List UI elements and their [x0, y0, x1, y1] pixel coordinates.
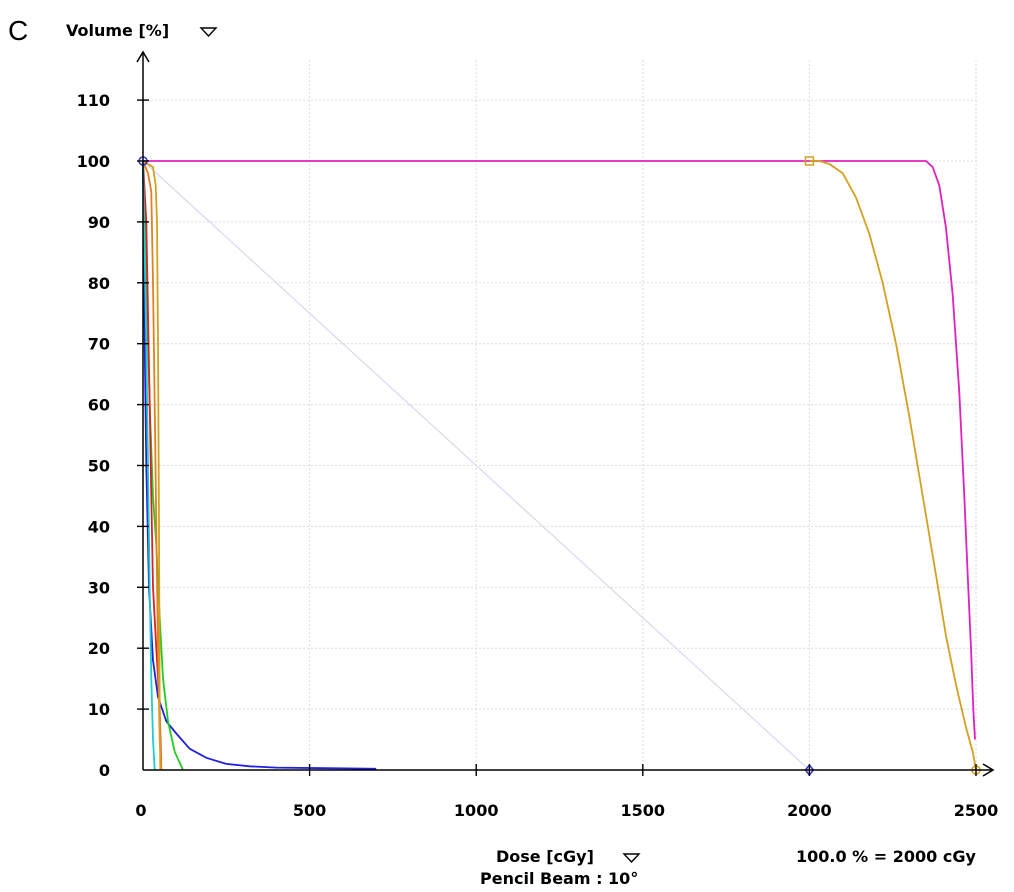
reference-line	[142, 160, 810, 771]
x-tick-label: 500	[293, 801, 326, 820]
x-tick-label: 2500	[954, 801, 999, 820]
y-tick-label: 100	[77, 152, 110, 171]
x-axis-title: Dose [cGy]	[496, 847, 594, 866]
x-tick-label: 1000	[454, 801, 499, 820]
y-tick-label: 50	[88, 457, 110, 476]
normalization-label: 100.0 % = 2000 cGy	[796, 847, 976, 866]
marker-square-2	[804, 156, 815, 166]
x-tick-label: 2000	[787, 801, 832, 820]
y-tick-label: 10	[88, 700, 110, 719]
chart-subtitle: Pencil Beam : 10°	[480, 869, 638, 888]
y-axis-title-group: Volume [%]	[66, 21, 218, 40]
series-line-1	[143, 160, 976, 740]
series-line-2	[809, 160, 977, 771]
y-tick-label: 90	[88, 213, 110, 232]
y-tick-label: 20	[88, 639, 110, 658]
y-tick-label: 70	[88, 335, 110, 354]
x-axis-arrow-icon	[982, 763, 995, 777]
reference-line-group	[142, 160, 810, 771]
axes	[136, 50, 995, 777]
x-tick-labels: 0 500 1000 1500 2000 2500	[135, 764, 998, 820]
grid-lines	[143, 58, 978, 770]
y-axis-title: Volume [%]	[66, 21, 169, 40]
y-tick-label: 80	[88, 274, 110, 293]
y-axis-dropdown-icon[interactable]	[199, 27, 218, 38]
panel-label: C	[8, 15, 28, 46]
series-line-8	[142, 160, 162, 771]
x-tick-label: 1500	[621, 801, 666, 820]
y-tick-label: 0	[99, 761, 110, 780]
x-tick-label: 0	[135, 801, 146, 820]
x-axis-title-group: Dose [cGy]	[496, 847, 641, 866]
y-tick-label: 110	[77, 91, 110, 110]
x-axis-dropdown-icon[interactable]	[622, 853, 641, 864]
y-tick-labels: 0 10 20 30 40 50 60 70 80 90 100 110	[77, 91, 149, 780]
y-axis-arrow-icon	[136, 50, 150, 63]
y-tick-label: 60	[88, 396, 110, 415]
y-tick-label: 40	[88, 517, 110, 536]
y-tick-label: 30	[88, 578, 110, 597]
series-line-3	[142, 160, 377, 770]
